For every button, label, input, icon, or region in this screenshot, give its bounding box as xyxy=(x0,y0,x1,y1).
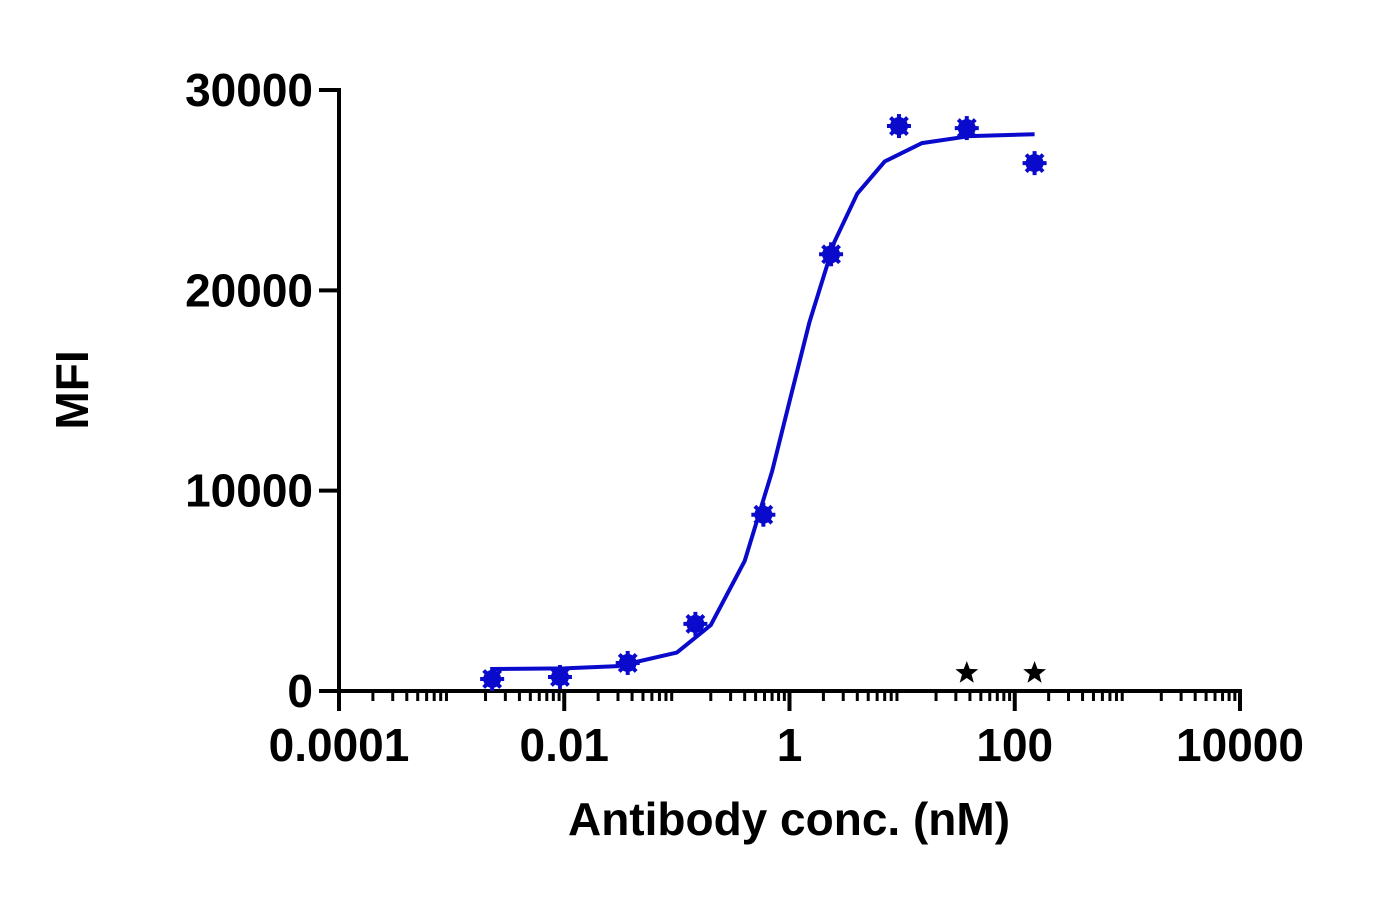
point-ray xyxy=(550,667,570,687)
y-tick-label: 10000 xyxy=(185,465,313,517)
data-point xyxy=(480,666,505,691)
x-tick-label: 100 xyxy=(976,719,1053,771)
fit-curve xyxy=(492,132,1035,671)
point-ray xyxy=(482,669,503,689)
star-point xyxy=(955,661,979,683)
y-tick-label: 30000 xyxy=(185,64,313,116)
point-ray xyxy=(685,613,706,634)
x-tick-label: 1 xyxy=(777,719,803,771)
y-tick-label: 0 xyxy=(287,665,313,717)
point-ray xyxy=(956,118,977,138)
x-tick-label: 0.0001 xyxy=(269,719,410,771)
point-ray xyxy=(1024,153,1045,174)
y-tick-label: 20000 xyxy=(185,264,313,316)
y-axis-title: MFI xyxy=(46,350,98,429)
data-point xyxy=(683,611,708,636)
point-ray xyxy=(889,116,909,136)
x-tick-label: 0.01 xyxy=(519,719,609,771)
data-point xyxy=(886,114,911,139)
x-axis-title: Antibody conc. (nM) xyxy=(568,793,1010,845)
data-point xyxy=(547,664,572,689)
star-point xyxy=(1023,661,1046,683)
data-point xyxy=(1022,151,1047,176)
x-tick-label: 10000 xyxy=(1176,719,1304,771)
